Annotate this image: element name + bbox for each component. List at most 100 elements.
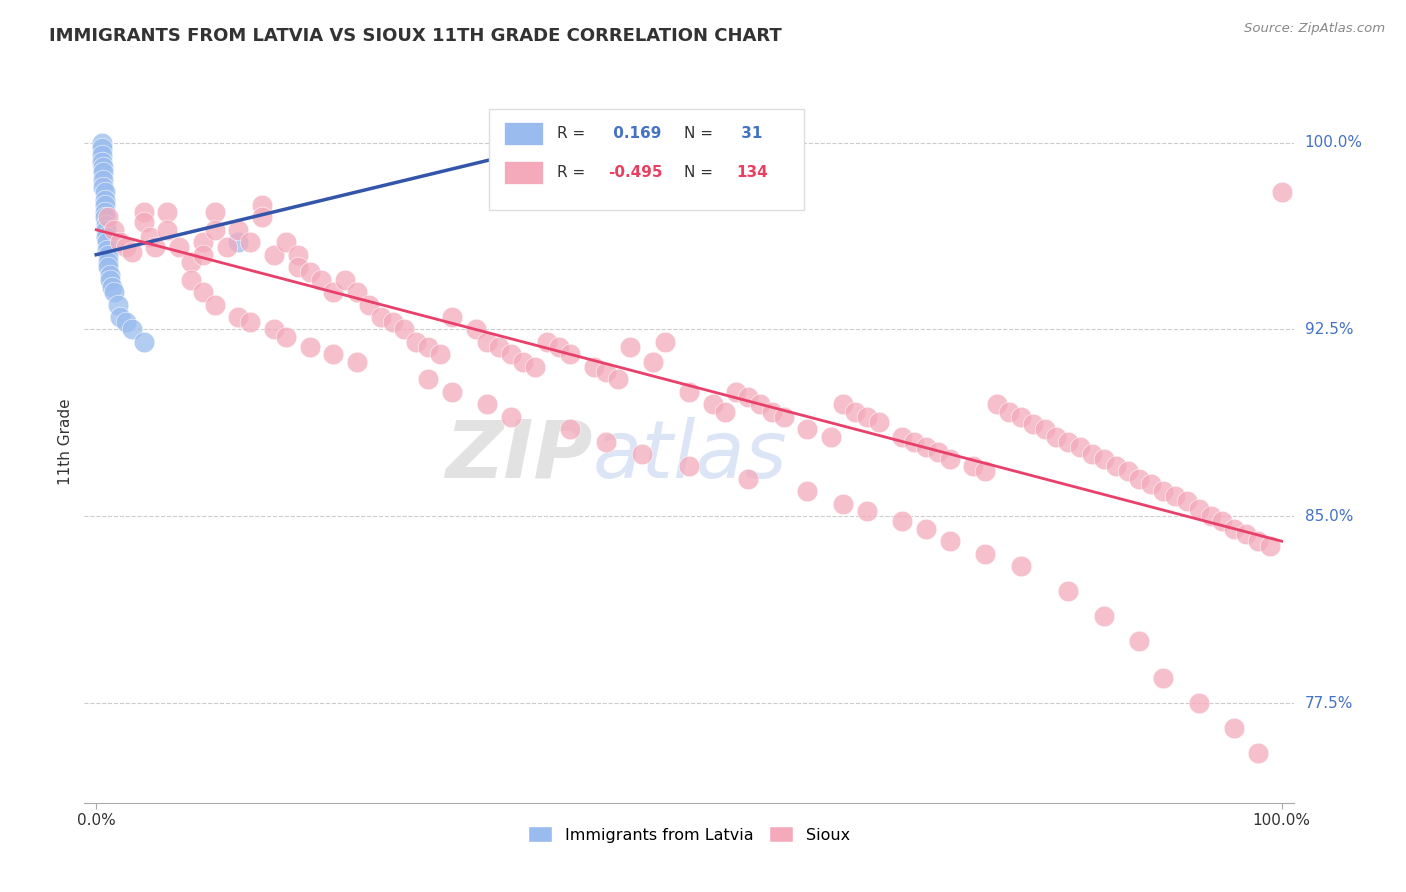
Point bbox=[678, 384, 700, 399]
Point bbox=[915, 440, 938, 454]
Point bbox=[1188, 696, 1211, 710]
Point bbox=[643, 355, 665, 369]
Point bbox=[93, 198, 115, 212]
Point bbox=[250, 211, 273, 225]
Point bbox=[215, 240, 238, 254]
Point bbox=[868, 415, 890, 429]
Point bbox=[1140, 476, 1163, 491]
Point bbox=[1175, 494, 1198, 508]
Point bbox=[287, 260, 309, 274]
Point bbox=[1188, 501, 1211, 516]
Point bbox=[1164, 489, 1187, 503]
Point bbox=[832, 397, 855, 411]
Point bbox=[204, 297, 226, 311]
Point bbox=[1247, 534, 1270, 549]
Point bbox=[121, 322, 143, 336]
Point bbox=[1152, 484, 1174, 499]
Point bbox=[560, 422, 582, 436]
Bar bbox=[503, 161, 543, 185]
Point bbox=[1271, 186, 1294, 200]
Point bbox=[713, 404, 735, 418]
Point bbox=[115, 240, 138, 254]
Point bbox=[749, 397, 772, 411]
Point bbox=[547, 340, 569, 354]
Point bbox=[855, 504, 877, 518]
Point bbox=[429, 347, 451, 361]
Point bbox=[132, 334, 155, 349]
Point bbox=[132, 215, 155, 229]
Point bbox=[191, 235, 214, 250]
Point bbox=[103, 285, 125, 299]
Point bbox=[91, 173, 114, 187]
Bar bbox=[503, 122, 543, 145]
Point bbox=[107, 297, 129, 311]
Point bbox=[1223, 721, 1246, 735]
Point bbox=[298, 340, 321, 354]
Point bbox=[91, 148, 114, 162]
Text: N =: N = bbox=[685, 165, 718, 180]
Point bbox=[1092, 609, 1115, 624]
Point bbox=[94, 230, 117, 244]
Point bbox=[93, 193, 115, 207]
Point bbox=[357, 297, 380, 311]
Legend: Immigrants from Latvia, Sioux: Immigrants from Latvia, Sioux bbox=[522, 820, 856, 849]
Point bbox=[91, 155, 114, 169]
Point bbox=[381, 315, 404, 329]
Point bbox=[100, 272, 122, 286]
Point bbox=[1152, 671, 1174, 685]
Point bbox=[250, 198, 273, 212]
Point bbox=[156, 223, 179, 237]
Point bbox=[844, 404, 866, 418]
Text: 92.5%: 92.5% bbox=[1305, 322, 1353, 337]
Point bbox=[1247, 746, 1270, 760]
Text: N =: N = bbox=[685, 127, 718, 141]
Y-axis label: 11th Grade: 11th Grade bbox=[58, 398, 73, 485]
Point bbox=[91, 140, 114, 154]
Point bbox=[156, 205, 179, 219]
Point bbox=[239, 315, 262, 329]
Point bbox=[796, 422, 818, 436]
Text: atlas: atlas bbox=[592, 417, 787, 495]
Point bbox=[97, 211, 120, 225]
Text: 100.0%: 100.0% bbox=[1305, 135, 1362, 150]
Point bbox=[938, 452, 960, 467]
Point bbox=[100, 268, 122, 282]
Point bbox=[138, 230, 160, 244]
Point bbox=[737, 472, 759, 486]
Point bbox=[91, 161, 114, 175]
Point bbox=[96, 243, 118, 257]
Point bbox=[1010, 559, 1032, 574]
Point bbox=[1033, 422, 1056, 436]
Text: Source: ZipAtlas.com: Source: ZipAtlas.com bbox=[1244, 22, 1385, 36]
Point bbox=[654, 334, 676, 349]
Text: -0.495: -0.495 bbox=[607, 165, 662, 180]
Point bbox=[1022, 417, 1045, 431]
Point bbox=[121, 245, 143, 260]
Point bbox=[619, 340, 641, 354]
Text: 134: 134 bbox=[737, 165, 768, 180]
Point bbox=[333, 272, 356, 286]
Point bbox=[132, 205, 155, 219]
Point bbox=[93, 186, 115, 200]
Point bbox=[501, 409, 523, 424]
Text: 0.169: 0.169 bbox=[607, 127, 661, 141]
Point bbox=[167, 240, 190, 254]
Point bbox=[891, 429, 914, 443]
Point bbox=[1045, 429, 1067, 443]
Point bbox=[501, 347, 523, 361]
Point bbox=[1234, 526, 1257, 541]
Point bbox=[536, 334, 558, 349]
Point bbox=[311, 272, 333, 286]
Point bbox=[239, 235, 262, 250]
Point bbox=[962, 459, 984, 474]
Point bbox=[595, 365, 617, 379]
Point bbox=[891, 514, 914, 528]
Point bbox=[115, 315, 138, 329]
Point bbox=[346, 355, 368, 369]
Point bbox=[228, 223, 250, 237]
Point bbox=[725, 384, 748, 399]
Point bbox=[103, 223, 125, 237]
Point bbox=[595, 434, 617, 449]
Point bbox=[488, 340, 510, 354]
Text: 77.5%: 77.5% bbox=[1305, 696, 1353, 711]
